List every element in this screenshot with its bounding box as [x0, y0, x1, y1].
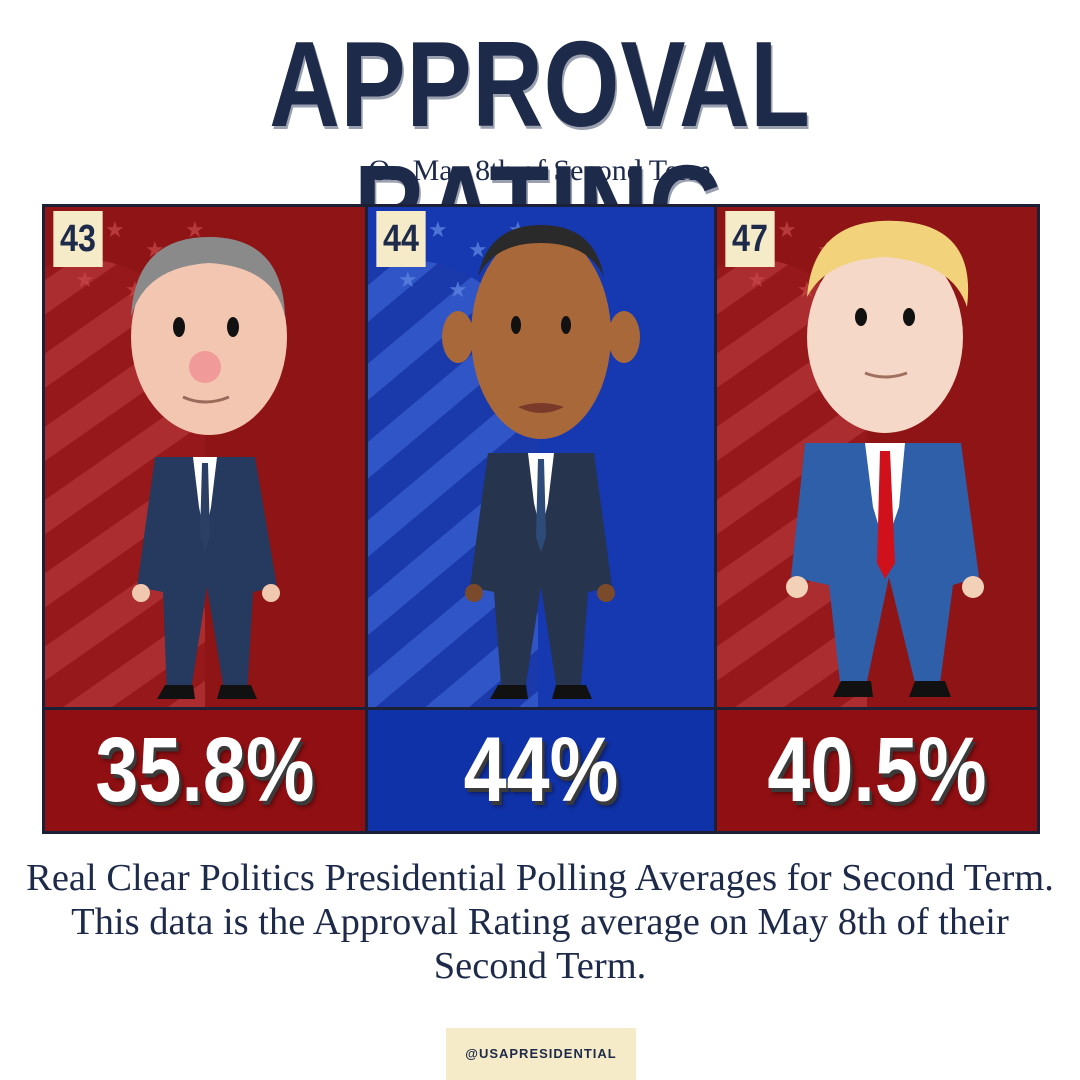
- caricature-43-illustration: ★★ ★★ ★★: [45, 207, 365, 707]
- president-panel-47: ★★ ★★ ★ 47: [717, 207, 1037, 707]
- svg-text:★: ★: [185, 217, 205, 242]
- president-number-badge: 47: [725, 211, 775, 267]
- rating-cell-47: 40.5%: [717, 710, 1037, 831]
- caricature-44-illustration: ★★ ★★ ★★: [368, 207, 714, 707]
- rating-cell-43: 35.8%: [45, 710, 365, 831]
- account-handle: @USAPRESIDENTIAL: [446, 1028, 636, 1080]
- caricature-47-illustration: ★★ ★★ ★: [717, 207, 1037, 707]
- svg-text:★: ★: [75, 267, 95, 292]
- rating-cell-44: 44%: [368, 710, 714, 831]
- president-number-badge: 43: [53, 211, 103, 267]
- svg-text:★: ★: [428, 217, 448, 242]
- president-panel-43: ★★ ★★ ★★ 43: [45, 207, 365, 707]
- approval-rating-value: 44%: [463, 719, 619, 821]
- president-comparison-grid: ★★ ★★ ★★ 43: [42, 204, 1040, 834]
- svg-text:★: ★: [468, 237, 488, 262]
- source-note: Real Clear Politics Presidential Polling…: [26, 857, 1054, 987]
- approval-rating-value: 40.5%: [767, 719, 987, 821]
- svg-text:★: ★: [448, 277, 468, 302]
- svg-text:★: ★: [777, 217, 797, 242]
- svg-text:★: ★: [747, 267, 767, 292]
- svg-text:★: ★: [105, 217, 125, 242]
- president-panel-44: ★★ ★★ ★★ 44: [368, 207, 714, 707]
- approval-rating-value: 35.8%: [95, 719, 315, 821]
- president-number-badge: 44: [376, 211, 426, 267]
- svg-text:★: ★: [398, 267, 418, 292]
- page-subtitle: On May 8th of Second Term: [368, 154, 712, 187]
